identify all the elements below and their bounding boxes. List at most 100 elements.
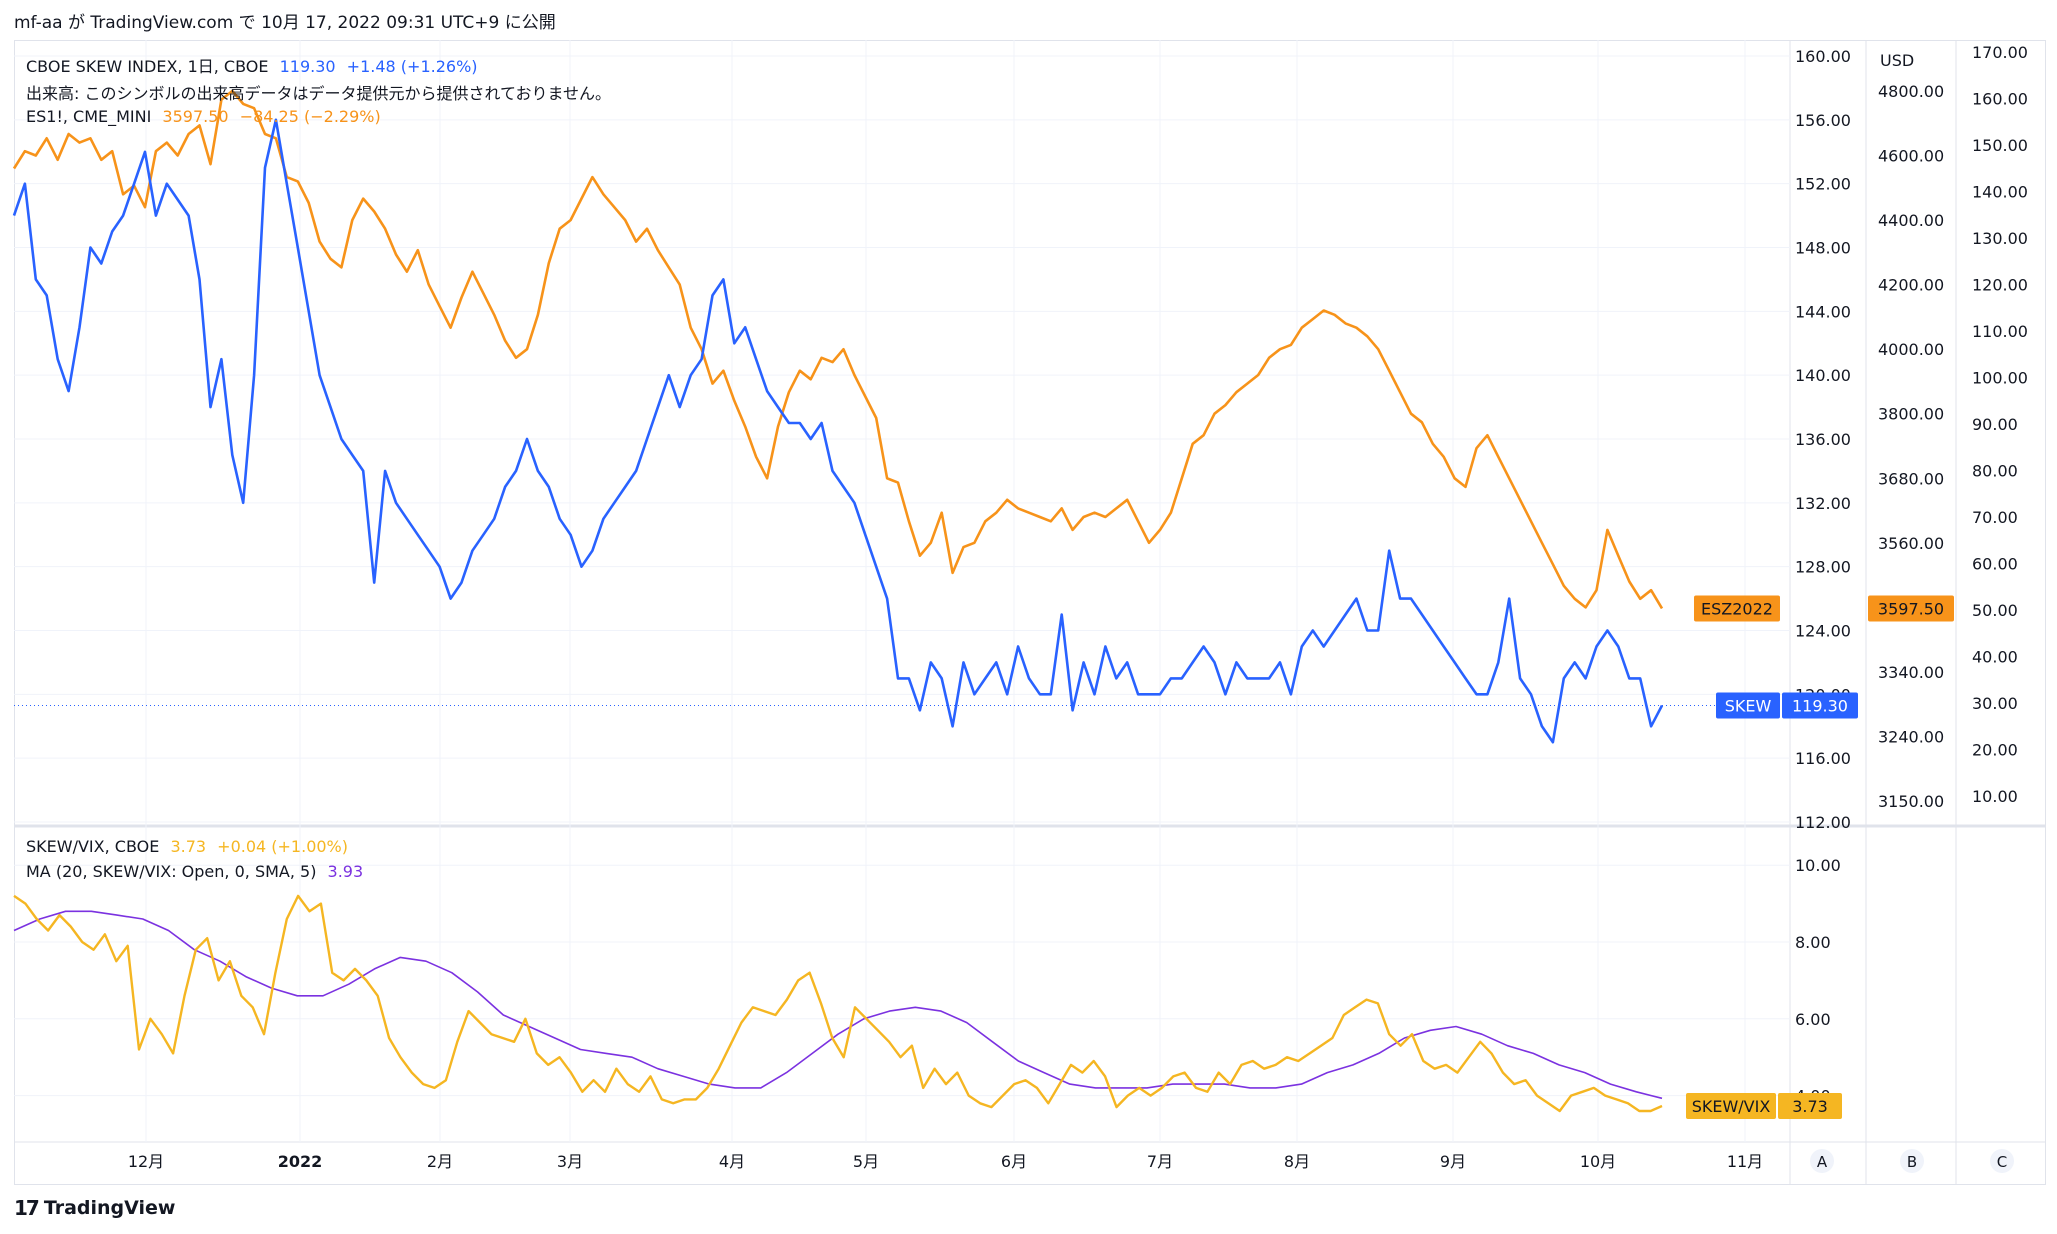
legend-skew[interactable]: CBOE SKEW INDEX, 1日, CBOE 119.30 +1.48 (… bbox=[26, 53, 484, 77]
x-axis-tick-label: 11月 bbox=[1727, 1152, 1763, 1171]
legend-skewvix-value: 3.73 bbox=[170, 837, 207, 856]
usd-axis-tick-label: 3240.00 bbox=[1878, 727, 1944, 746]
series-es-line bbox=[12, 89, 1664, 610]
legend-skew-value: 119.30 bbox=[279, 57, 336, 76]
es-price-value-bg bbox=[1868, 595, 1954, 622]
sub-axis-tick-label: 10.00 bbox=[1795, 856, 1841, 875]
x-axis-tick-label: 8月 bbox=[1284, 1152, 1310, 1171]
c-axis-tick-label: 120.00 bbox=[1972, 276, 2028, 295]
skewvix-price-value: 3.73 bbox=[1792, 1097, 1828, 1116]
legend-ma-value: 3.93 bbox=[327, 862, 364, 881]
es-price-tag: ESZ2022 bbox=[1701, 599, 1773, 618]
left-axis-tick-label: 112.00 bbox=[1795, 813, 1851, 832]
scale-button-c[interactable]: C bbox=[1990, 1149, 2014, 1173]
left-axis-tick-label: 148.00 bbox=[1795, 239, 1851, 258]
legend-skewvix-name: SKEW/VIX, CBOE bbox=[26, 837, 160, 856]
scale-button-bg bbox=[1990, 1149, 2014, 1173]
usd-axis-tick-label: 4800.00 bbox=[1878, 82, 1944, 101]
c-axis-tick-label: 100.00 bbox=[1972, 369, 2028, 388]
legend-ma[interactable]: MA (20, SKEW/VIX: Open, 0, SMA, 5) 3.93 bbox=[26, 862, 369, 881]
x-axis-tick-label: 5月 bbox=[853, 1152, 879, 1171]
usd-axis-tick-label: 3150.00 bbox=[1878, 792, 1944, 811]
usd-axis-tick-label: 4400.00 bbox=[1878, 211, 1944, 230]
x-axis-tick-label: 3月 bbox=[557, 1152, 583, 1171]
left-axis-tick-label: 124.00 bbox=[1795, 622, 1851, 641]
c-axis-tick-label: 140.00 bbox=[1972, 183, 2028, 202]
x-axis-tick-label: 2022 bbox=[278, 1152, 323, 1171]
scale-button-a[interactable]: A bbox=[1810, 1149, 1834, 1173]
c-axis-tick-label: 70.00 bbox=[1972, 508, 2018, 527]
usd-axis-unit: USD bbox=[1880, 51, 1914, 70]
sub-axis-tick-label: 8.00 bbox=[1795, 933, 1831, 952]
left-axis-tick-label: 140.00 bbox=[1795, 366, 1851, 385]
c-axis-tick-label: 40.00 bbox=[1972, 648, 2018, 667]
legend-skew-change: +1.48 (+1.26%) bbox=[346, 57, 478, 76]
c-axis-tick-label: 130.00 bbox=[1972, 229, 2028, 248]
scale-button-label: C bbox=[1997, 1153, 2007, 1171]
c-axis-tick-label: 10.00 bbox=[1972, 787, 2018, 806]
legend-skewvix-change: +0.04 (+1.00%) bbox=[217, 837, 348, 856]
sub-axis-tick-label: 6.00 bbox=[1795, 1010, 1831, 1029]
c-axis-tick-label: 110.00 bbox=[1972, 322, 2028, 341]
legend-skew-name: CBOE SKEW INDEX, 1日, CBOE bbox=[26, 57, 269, 76]
es-price-tag-bg bbox=[1694, 595, 1780, 622]
es-price-value: 3597.50 bbox=[1878, 599, 1944, 618]
legend-ma-name: MA (20, SKEW/VIX: Open, 0, SMA, 5) bbox=[26, 862, 317, 881]
x-axis-tick-label: 6月 bbox=[1001, 1152, 1027, 1171]
skewvix-price-tag: SKEW/VIX bbox=[1692, 1097, 1771, 1116]
scale-button-label: B bbox=[1907, 1153, 1917, 1171]
usd-axis-tick-label: 4600.00 bbox=[1878, 147, 1944, 166]
usd-axis-tick-label: 4200.00 bbox=[1878, 276, 1944, 295]
footer-logo[interactable]: 17 TradingView bbox=[14, 1196, 175, 1220]
c-axis-tick-label: 160.00 bbox=[1972, 90, 2028, 109]
tradingview-logo-icon: 17 bbox=[14, 1196, 40, 1220]
x-axis-tick-label: 10月 bbox=[1580, 1152, 1616, 1171]
scale-button-bg bbox=[1900, 1149, 1924, 1173]
left-axis-tick-label: 160.00 bbox=[1795, 47, 1851, 66]
scale-button-b[interactable]: B bbox=[1900, 1149, 1924, 1173]
left-axis-tick-label: 144.00 bbox=[1795, 302, 1851, 321]
skewvix-price-tag-bg bbox=[1686, 1092, 1776, 1119]
footer-logo-text: TradingView bbox=[43, 1197, 176, 1219]
series-skewvix-line bbox=[13, 894, 1663, 1113]
c-axis-tick-label: 20.00 bbox=[1972, 741, 2018, 760]
x-axis-tick-label: 12月 bbox=[128, 1152, 164, 1171]
scale-button-bg bbox=[1810, 1149, 1834, 1173]
c-axis-tick-label: 50.00 bbox=[1972, 601, 2018, 620]
x-axis-tick-label: 4月 bbox=[719, 1152, 745, 1171]
c-axis-tick-label: 30.00 bbox=[1972, 694, 2018, 713]
left-axis-tick-label: 116.00 bbox=[1795, 749, 1851, 768]
c-axis-tick-label: 80.00 bbox=[1972, 462, 2018, 481]
legend-skewvix[interactable]: SKEW/VIX, CBOE 3.73 +0.04 (+1.00%) bbox=[26, 837, 354, 856]
usd-axis-tick-label: 3680.00 bbox=[1878, 469, 1944, 488]
usd-axis-tick-label: 4000.00 bbox=[1878, 340, 1944, 359]
legend-es-name: ES1!, CME_MINI bbox=[26, 107, 152, 126]
skew-price-tag-bg bbox=[1716, 692, 1780, 719]
left-axis-tick-label: 152.00 bbox=[1795, 175, 1851, 194]
x-axis-tick-label: 2月 bbox=[427, 1152, 453, 1171]
legend-volume: 出来高: このシンボルの出来高データはデータ提供元から提供されておりません。 bbox=[26, 80, 617, 104]
legend-volume-text: 出来高: このシンボルの出来高データはデータ提供元から提供されておりません。 bbox=[26, 84, 612, 103]
series-skew-line bbox=[12, 118, 1664, 744]
skew-price-value-bg bbox=[1782, 692, 1858, 719]
skew-price-tag: SKEW bbox=[1725, 697, 1772, 716]
scale-button-label: A bbox=[1817, 1153, 1828, 1171]
x-axis-tick-label: 9月 bbox=[1440, 1152, 1466, 1171]
legend-es[interactable]: ES1!, CME_MINI 3597.50 −84.25 (−2.29%) bbox=[26, 107, 387, 126]
c-axis-tick-label: 150.00 bbox=[1972, 136, 2028, 155]
usd-axis-tick-label: 3800.00 bbox=[1878, 405, 1944, 424]
series-ma-line bbox=[13, 910, 1663, 1100]
c-axis-tick-label: 170.00 bbox=[1972, 43, 2028, 62]
c-axis-tick-label: 90.00 bbox=[1972, 415, 2018, 434]
x-axis-tick-label: 7月 bbox=[1147, 1152, 1173, 1171]
left-axis-tick-label: 136.00 bbox=[1795, 430, 1851, 449]
left-axis-tick-label: 156.00 bbox=[1795, 111, 1851, 130]
legend-es-value: 3597.50 bbox=[162, 107, 229, 126]
legend-es-change: −84.25 (−2.29%) bbox=[239, 107, 381, 126]
usd-axis-tick-label: 3340.00 bbox=[1878, 663, 1944, 682]
publish-header: mf-aa が TradingView.com で 10月 17, 2022 0… bbox=[14, 13, 556, 33]
skewvix-price-value-bg bbox=[1778, 1092, 1842, 1119]
left-axis-tick-label: 128.00 bbox=[1795, 558, 1851, 577]
usd-axis-tick-label: 3560.00 bbox=[1878, 534, 1944, 553]
